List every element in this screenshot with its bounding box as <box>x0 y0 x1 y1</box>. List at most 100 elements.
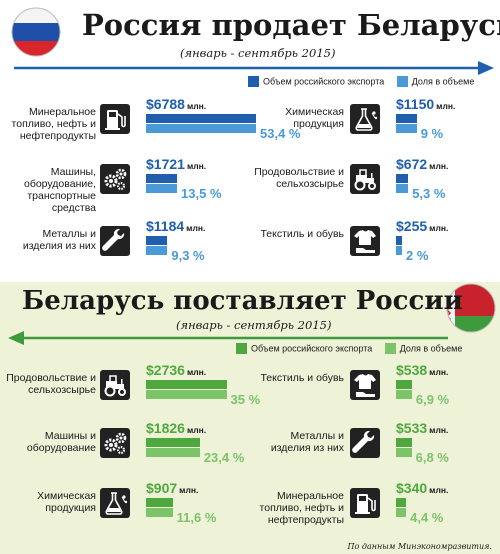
share-bar <box>396 184 409 193</box>
value-label: $907 млн. <box>146 480 198 496</box>
source-note: По данным Минэкономразвития. <box>347 542 492 551</box>
category-label: Металлы и изделия из них <box>270 430 344 454</box>
ru-item-food: Продовольствие и сельхозсырье $672 млн. 5,3… <box>250 156 500 212</box>
gears-icon <box>100 164 130 194</box>
value-amount: $1826 <box>146 420 185 436</box>
ru-item-metals: Металлы и изделия из них $1184 млн. 9,3 % <box>0 218 250 274</box>
category-label: Химическая продукция <box>285 106 344 130</box>
value-amount: $1150 <box>396 96 435 112</box>
category-label: Текстиль и обувь <box>260 372 344 384</box>
wrench-icon <box>350 428 380 458</box>
value-label: $340 млн. <box>396 480 448 496</box>
category-label: Минеральное топливо, нефть и нефтепродук… <box>11 106 96 142</box>
share-label: 9,3 % <box>171 248 205 263</box>
ru-item-fuel: Минеральное топливо, нефть и нефтепродук… <box>0 96 301 152</box>
value-amount: $538 <box>396 362 428 378</box>
share-label: 53,4 % <box>260 126 301 141</box>
by-item-textile: Текстиль и обувь $538 млн. 6,9 % <box>250 362 500 418</box>
chemistry-flask-icon <box>350 104 380 134</box>
arrow-left-icon <box>8 330 448 346</box>
tractor-icon <box>350 164 380 194</box>
value-amount: $2736 <box>146 362 185 378</box>
value-amount: $1184 <box>146 218 185 234</box>
by-item-fuel: Минеральное топливо, нефть и нефтепродук… <box>250 480 500 536</box>
share-bar <box>146 124 256 133</box>
value-unit: млн. <box>186 425 207 435</box>
share-label: 9 % <box>420 126 444 141</box>
share-label: 6,9 % <box>415 392 450 407</box>
shirt-shoe-icon <box>350 226 380 256</box>
share-label: 13,5 % <box>181 186 222 201</box>
value-label: $533 млн. <box>396 420 448 436</box>
share-bar <box>146 246 168 255</box>
legend-swatch-volume-bottom <box>236 343 247 355</box>
wrench-icon <box>100 226 130 256</box>
share-bar <box>396 246 402 255</box>
value-amount: $1721 <box>146 156 185 172</box>
russia-exports-section <box>0 0 500 282</box>
share-label: 2 % <box>406 248 429 263</box>
volume-bar <box>396 236 402 245</box>
value-label: $1721 млн. <box>146 156 206 172</box>
volume-bar <box>146 174 178 183</box>
value-unit: млн. <box>186 101 207 111</box>
volume-bar <box>146 380 227 389</box>
volume-bar <box>146 438 200 447</box>
arrow-right-icon <box>14 60 494 76</box>
legend-swatch-share-bottom <box>384 343 396 355</box>
legend-label-share: Доля в объеме <box>411 76 475 87</box>
legend-russia: Объем российского экспорта Доля в объеме <box>248 76 475 88</box>
value-label: $1826 млн. <box>146 420 206 436</box>
legend-label-volume: Объем российского экспорта <box>263 76 385 87</box>
ru-item-machines: Машины, оборудование, транспортные средс… <box>0 156 250 214</box>
value-label: $1150 млн. <box>396 96 455 112</box>
legend-swatch-volume <box>248 76 259 88</box>
belarus-flag-icon <box>444 282 498 334</box>
share-bar <box>396 390 412 399</box>
legend-belarus: Объем российского экспорта Доля в объеме <box>236 343 462 355</box>
value-unit: млн. <box>186 223 206 233</box>
value-amount: $6788 <box>146 96 185 112</box>
share-label: 11,6 % <box>176 510 217 525</box>
legend-swatch-share <box>396 76 408 88</box>
category-label: Текстиль и обувь <box>260 228 344 240</box>
share-bar <box>146 390 227 399</box>
value-unit: млн. <box>179 485 199 495</box>
volume-bar <box>396 438 412 447</box>
share-label: 5,3 % <box>412 186 446 201</box>
share-label: 35 % <box>230 392 261 407</box>
share-bar <box>396 124 417 133</box>
category-label: Минеральное топливо, нефть и нефтепродук… <box>259 490 344 526</box>
belarus-exports-section <box>0 282 500 554</box>
chart-title-belarus: Беларусь поставляет России <box>22 286 463 316</box>
fuel-pump-icon <box>350 488 380 518</box>
ru-item-textile: Текстиль и обувь $255 млн. 2 % <box>250 218 500 274</box>
share-label: 23,4 % <box>203 450 245 465</box>
russia-flag-icon <box>10 6 62 58</box>
volume-bar <box>146 236 168 245</box>
share-bar <box>146 184 178 193</box>
fuel-pump-icon <box>100 104 130 134</box>
shirt-shoe-icon <box>350 370 380 400</box>
period-russia: (январь - сентябрь 2015) <box>180 46 336 60</box>
value-amount: $533 <box>396 420 428 436</box>
value-unit: млн. <box>186 161 207 171</box>
category-label: Машины, оборудование, транспортные средс… <box>23 166 96 214</box>
chemistry-flask-icon <box>100 488 130 518</box>
volume-bar <box>396 498 407 507</box>
volume-bar <box>146 498 173 507</box>
value-label: $255 млн. <box>396 218 448 234</box>
by-item-food: Продовольствие и сельхозсырье $2736 млн. 35… <box>0 362 260 418</box>
value-amount: $340 <box>396 480 428 496</box>
value-unit: млн. <box>429 367 449 377</box>
share-bar <box>396 448 412 457</box>
value-amount: $672 <box>396 156 428 172</box>
share-label: 4,4 % <box>410 510 444 525</box>
share-label: 6,8 % <box>415 450 449 465</box>
value-unit: млн. <box>429 485 449 495</box>
value-label: $2736 млн. <box>146 362 206 378</box>
value-label: $538 млн. <box>396 362 448 378</box>
gears-icon <box>100 428 130 458</box>
value-amount: $255 <box>396 218 428 234</box>
